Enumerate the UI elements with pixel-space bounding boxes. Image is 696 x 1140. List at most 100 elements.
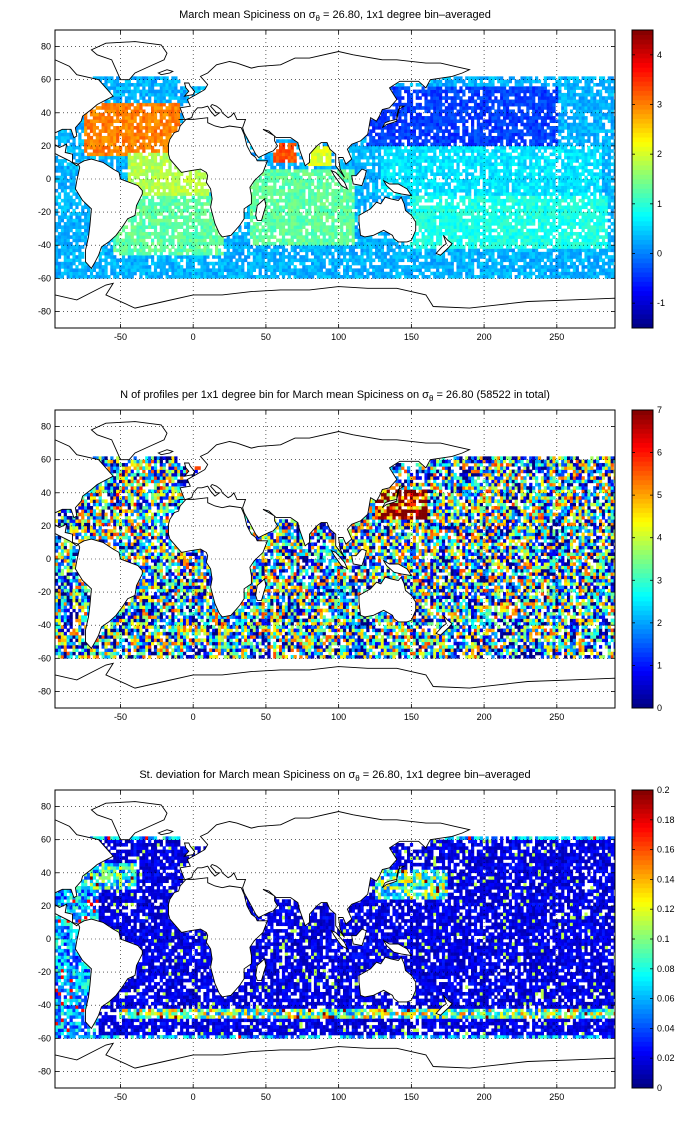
heatmap-cell bbox=[171, 175, 175, 180]
heatmap-cell bbox=[462, 235, 466, 239]
heatmap-cell bbox=[412, 159, 417, 163]
heatmap-cell bbox=[290, 188, 294, 193]
heatmap-cell bbox=[599, 245, 603, 249]
heatmap-cell bbox=[281, 248, 286, 253]
heatmap-cell bbox=[197, 212, 201, 216]
heatmap-cell bbox=[357, 202, 361, 206]
heatmap-cell bbox=[497, 169, 501, 173]
heatmap-cell bbox=[543, 222, 547, 226]
heatmap-cell bbox=[197, 241, 201, 246]
heatmap-cell bbox=[302, 271, 306, 276]
heatmap-cell bbox=[159, 255, 163, 259]
heatmap-cell bbox=[610, 255, 614, 259]
heatmap-cell bbox=[145, 192, 149, 196]
heatmap-cell bbox=[267, 222, 271, 226]
heatmap-cell bbox=[511, 228, 515, 233]
heatmap-cell bbox=[523, 235, 527, 239]
heatmap-cell bbox=[555, 261, 559, 266]
heatmap-cell bbox=[116, 261, 120, 266]
heatmap-cell bbox=[340, 162, 344, 167]
heatmap-cell bbox=[503, 222, 507, 226]
heatmap-cell bbox=[136, 182, 140, 186]
heatmap-cell bbox=[153, 205, 158, 210]
heatmap-cell bbox=[328, 228, 332, 233]
heatmap-cell bbox=[401, 169, 405, 173]
heatmap-cell bbox=[500, 228, 504, 233]
heatmap-cell bbox=[500, 188, 504, 193]
heatmap-cell bbox=[244, 238, 248, 243]
heatmap-cell bbox=[514, 208, 518, 213]
heatmap-cell bbox=[156, 255, 161, 259]
heatmap-cell bbox=[407, 251, 411, 256]
heatmap-cell bbox=[500, 218, 504, 223]
heatmap-cell bbox=[244, 235, 248, 239]
heatmap-cell bbox=[584, 238, 588, 243]
heatmap-cell bbox=[174, 188, 178, 193]
heatmap-cell bbox=[578, 235, 582, 239]
heatmap-cell bbox=[596, 208, 600, 213]
heatmap-cell bbox=[194, 202, 198, 206]
heatmap-cell bbox=[151, 208, 155, 213]
heatmap-cell bbox=[110, 251, 114, 256]
heatmap-cell bbox=[151, 231, 155, 236]
heatmap-cell bbox=[313, 215, 318, 220]
heatmap-cell bbox=[505, 238, 510, 243]
heatmap-cell bbox=[401, 159, 405, 163]
heatmap-cell bbox=[465, 192, 469, 196]
heatmap-cell bbox=[165, 159, 169, 163]
heatmap-cell bbox=[139, 162, 143, 167]
heatmap-cell bbox=[372, 245, 376, 249]
heatmap-cell bbox=[183, 271, 187, 276]
heatmap-cell bbox=[313, 225, 318, 229]
heatmap-cell bbox=[517, 222, 521, 226]
heatmap-cell bbox=[156, 275, 161, 279]
heatmap-cell bbox=[439, 159, 443, 163]
heatmap-cell bbox=[130, 255, 134, 259]
heatmap-cell bbox=[319, 218, 323, 223]
heatmap-cell bbox=[87, 268, 91, 273]
heatmap-cell bbox=[337, 205, 341, 210]
heatmap-cell bbox=[165, 261, 169, 266]
heatmap-cell bbox=[500, 248, 504, 253]
heatmap-cell bbox=[276, 169, 280, 173]
heatmap-cell bbox=[121, 275, 126, 279]
heatmap-cell bbox=[511, 241, 515, 246]
heatmap-cell bbox=[261, 258, 265, 263]
heatmap-cell bbox=[183, 235, 187, 239]
heatmap-cell bbox=[564, 195, 568, 200]
heatmap-cell bbox=[296, 202, 300, 206]
heatmap-cell bbox=[398, 271, 402, 276]
heatmap-cell bbox=[366, 235, 370, 239]
heatmap-cell bbox=[116, 169, 120, 173]
heatmap-cell bbox=[517, 172, 521, 176]
heatmap-cell bbox=[279, 268, 283, 273]
heatmap-cell bbox=[540, 169, 545, 173]
heatmap-cell bbox=[567, 251, 571, 256]
heatmap-cell bbox=[593, 245, 597, 249]
heatmap-cell bbox=[459, 179, 463, 183]
heatmap-cell bbox=[535, 261, 539, 266]
heatmap-cell bbox=[113, 241, 117, 246]
heatmap-cell bbox=[535, 208, 539, 213]
heatmap-cell bbox=[116, 248, 120, 253]
heatmap-cell bbox=[229, 258, 233, 263]
heatmap-cell bbox=[377, 155, 382, 160]
heatmap-cell bbox=[165, 195, 169, 200]
heatmap-cell bbox=[319, 271, 323, 276]
heatmap-cell bbox=[340, 228, 344, 233]
heatmap-cell bbox=[302, 222, 306, 226]
heatmap-cell bbox=[546, 185, 550, 190]
heatmap-cell bbox=[537, 182, 542, 186]
heatmap-cell bbox=[348, 275, 353, 279]
heatmap-cell bbox=[206, 195, 210, 200]
heatmap-cell bbox=[517, 235, 521, 239]
heatmap-cell bbox=[316, 215, 321, 220]
heatmap-cell bbox=[511, 159, 515, 163]
heatmap-cell bbox=[383, 175, 387, 180]
heatmap-cell bbox=[372, 172, 376, 176]
heatmap-cell bbox=[279, 175, 283, 180]
heatmap-cell bbox=[564, 275, 568, 279]
heatmap-cell bbox=[500, 202, 504, 206]
heatmap-cell bbox=[529, 185, 533, 190]
heatmap-cell bbox=[439, 275, 443, 279]
